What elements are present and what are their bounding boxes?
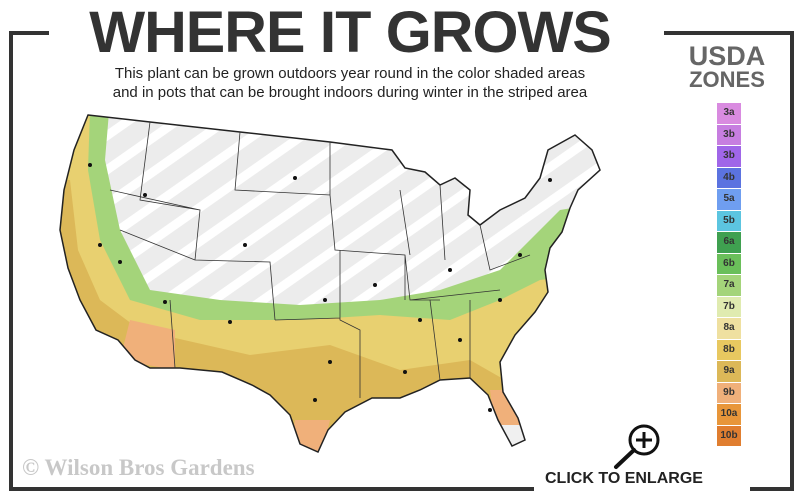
subtitle-line-1: This plant can be grown outdoors year ro… <box>114 65 586 82</box>
frame-bottom-left <box>9 487 534 491</box>
city-dots <box>88 163 552 412</box>
legend-zone-9a: 9a <box>717 361 741 382</box>
zone-10-region <box>500 425 530 450</box>
legend-zone-10a: 10a <box>717 404 741 425</box>
frame-right <box>790 31 794 491</box>
magnifier-plus-icon[interactable] <box>610 420 670 470</box>
legend-zone-5a: 5a <box>717 189 741 210</box>
state-borders <box>109 121 531 398</box>
zone-legend: 3a 3b 3b 4b 5a 5b 6a 6b 7a 7b 8a 8b 9a 9b 10a 10b <box>717 103 741 447</box>
click-to-enlarge-button[interactable]: CLICK TO ENLARGE <box>545 470 703 487</box>
legend-zone-8a: 8a <box>717 318 741 339</box>
legend-zone-6a: 6a <box>717 232 741 253</box>
legend-zone-3b: 3b <box>717 146 741 167</box>
subtitle: This plant can be grown outdoors year ro… <box>40 64 660 102</box>
legend-zone-9b: 9b <box>717 382 741 403</box>
frame-left <box>9 31 13 491</box>
legend-title-line-1: USDA <box>688 41 766 71</box>
legend-zone-3a: 3a <box>717 103 741 124</box>
us-outline <box>59 114 601 453</box>
watermark: © Wilson Bros Gardens <box>22 455 255 480</box>
legend-title-line-2: ZONES <box>689 67 765 92</box>
map-regions <box>60 115 600 452</box>
legend-zone-8b: 8b <box>717 339 741 360</box>
legend-zone-6b: 6b <box>717 253 741 274</box>
page-title: WHERE IT GROWS <box>89 0 611 65</box>
legend-zone-10b: 10b <box>717 425 741 446</box>
legend-zone-4b: 4b <box>717 167 741 188</box>
subtitle-line-2: and in pots that can be brought indoors … <box>112 84 588 101</box>
frame-top-left <box>9 31 49 35</box>
legend-zone-7b: 7b <box>717 296 741 317</box>
legend-zone-3b: 3b <box>717 124 741 145</box>
frame-top-right <box>664 31 794 35</box>
legend-title: USDA ZONES <box>672 41 782 92</box>
legend-zone-5b: 5b <box>717 210 741 231</box>
zone-9b-region <box>120 320 530 452</box>
frame-bottom-right <box>750 487 794 491</box>
legend-zone-7a: 7a <box>717 275 741 296</box>
